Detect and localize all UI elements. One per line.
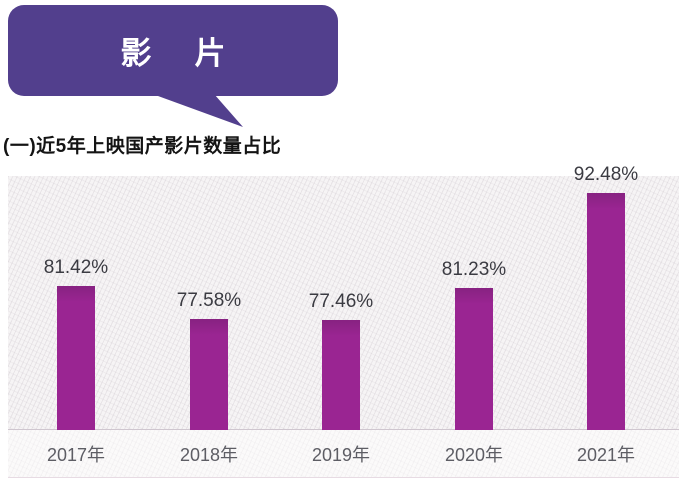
x-axis-label: 2018年 <box>179 445 239 465</box>
bar-2020年 <box>455 288 493 430</box>
x-axis-label: 2017年 <box>46 445 106 465</box>
x-axis-label: 2020年 <box>444 445 504 465</box>
bar-2017年 <box>57 286 95 430</box>
film-banner: 影 片 <box>8 5 338 96</box>
bar-2021年 <box>587 193 625 430</box>
bar-2019年 <box>322 320 360 430</box>
bar-value-label: 81.42% <box>43 257 109 278</box>
x-axis-label: 2019年 <box>311 445 371 465</box>
film-banner-label: 影 片 <box>120 36 232 71</box>
x-axis-label: 2021年 <box>576 445 636 465</box>
bar-chart: 81.42% 2017年 77.58% 2018年 77.46% 2019年 81.23% 2… <box>8 164 679 478</box>
banner-tail-pointer <box>158 96 243 127</box>
bar-value-label: 77.46% <box>308 291 374 312</box>
bar-value-label: 77.58% <box>176 290 242 311</box>
x-axis-strip <box>8 430 679 477</box>
section-heading: (一)近5年上映国产影片数量占比 <box>3 136 282 157</box>
bar-2018年 <box>190 319 228 430</box>
bar-value-label: 92.48% <box>573 164 639 185</box>
bar-value-label: 81.23% <box>441 259 507 280</box>
